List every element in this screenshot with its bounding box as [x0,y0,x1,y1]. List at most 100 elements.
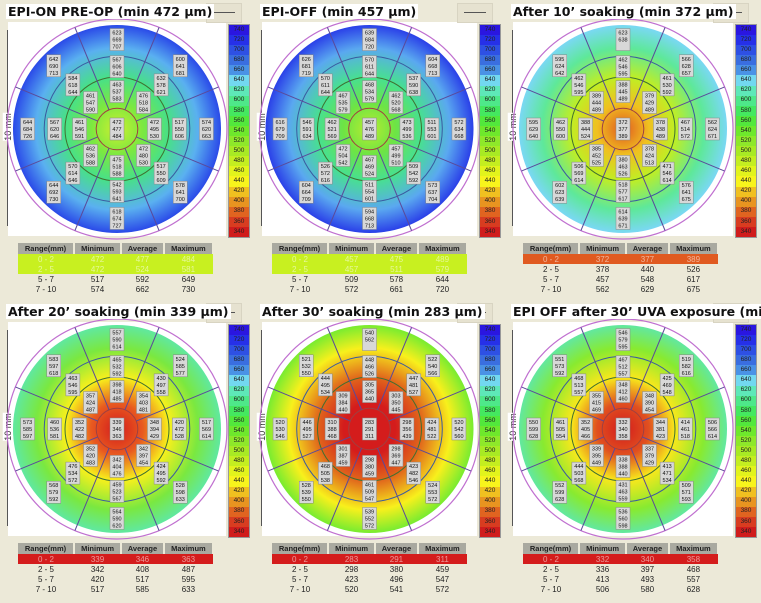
sector-value: 539 [365,509,374,515]
sector-value: 671 [618,223,627,229]
column-header: Maximum [668,243,720,254]
sector-value: 566 [708,427,717,433]
sector-value: 539 [302,490,311,496]
sector-value: 513 [645,160,654,166]
sector-value: 597 [23,434,32,440]
color-scale-swatch: 380 [480,206,500,217]
sector-divider [15,436,98,472]
sector-value: 467 [365,157,374,163]
sector-value: 481 [409,383,418,389]
sector-value: 553 [427,127,436,133]
sector-divider [388,386,472,422]
sector-value: 623 [555,190,564,196]
sector-value: 379 [645,453,654,459]
sector-value: 524 [428,483,437,489]
sector-value: 671 [708,134,717,140]
sector-value: 577 [176,371,185,377]
color-scale-swatch: 340 [736,226,756,237]
cell-max: 579 [435,264,450,274]
cell-min: 574 [90,284,105,294]
sector-value: 462 [86,146,95,152]
zone-ring [95,407,139,451]
zone-stats-table: Range(mm) Minimum Average Maximum 0 - 2 472 47… [18,243,215,294]
sector-value: 726 [23,134,32,140]
window-control[interactable] [457,3,493,23]
sector-value: 601 [427,134,436,140]
sector-value: 571 [682,490,691,496]
sector-value: 365 [365,390,374,396]
sector-value: 547 [86,101,95,107]
table-row: 7 - 10 517 585 633 [18,584,213,594]
sector-value: 591 [75,134,84,140]
cell-range: 5 - 7 [291,274,308,284]
sector-value: 506 [574,164,583,170]
color-scale-swatch: 440 [736,476,756,487]
sector-value: 377 [618,127,627,133]
column-header: Average [375,243,419,254]
color-scale-swatch: 400 [736,196,756,207]
sector-value: 681 [302,64,311,70]
sector-value: 481 [427,427,436,433]
sector-value: 637 [428,190,437,196]
cell-min: 423 [344,574,359,584]
cell-range: 0 - 2 [542,554,559,564]
color-scale-swatch: 500 [736,146,756,157]
sector-value: 547 [365,496,374,502]
sector-value: 668 [365,216,374,222]
cell-max: 489 [435,254,450,264]
color-scale-swatch: 680 [229,355,249,366]
color-scale-swatch: 620 [736,85,756,96]
sector-value: 600 [176,57,185,63]
cell-max: 487 [181,564,196,574]
cell-min: 572 [344,284,359,294]
cell-min: 339 [90,554,105,564]
color-scale-swatch: 640 [480,375,500,386]
color-scale-swatch: 480 [480,156,500,167]
sector-value: 298 [365,457,374,463]
cell-max: 675 [686,284,701,294]
color-scale-swatch: 740 [480,25,500,36]
color-scale-swatch: 680 [736,355,756,366]
cell-min: 509 [344,274,359,284]
color-scale-swatch: 440 [229,176,249,187]
sector-divider [124,148,160,231]
sector-divider [521,386,604,422]
sector-value: 388 [327,427,336,433]
cell-avg: 541 [389,584,404,594]
sector-value: 542 [454,427,463,433]
color-scale-swatch: 380 [229,506,249,517]
sector-value: 487 [86,408,95,414]
cell-max: 649 [181,274,196,284]
sector-value: 663 [202,134,211,140]
sector-value: 348 [645,394,654,400]
sector-value: 594 [365,209,374,215]
sector-value: 629 [529,127,538,133]
column-header: Maximum [417,543,469,554]
sector-value: 570 [365,58,374,64]
table-row: 5 - 7 413 493 557 [523,574,718,584]
color-scale-swatch: 400 [229,196,249,207]
sector-value: 640 [112,72,121,78]
color-scale-swatch: 440 [480,176,500,187]
sector-value: 527 [303,434,312,440]
color-scale-swatch: 440 [480,476,500,487]
sector-value: 620 [50,127,59,133]
sector-value: 537 [112,90,121,96]
sector-value: 546 [574,83,583,89]
sector-value: 344 [656,420,665,426]
